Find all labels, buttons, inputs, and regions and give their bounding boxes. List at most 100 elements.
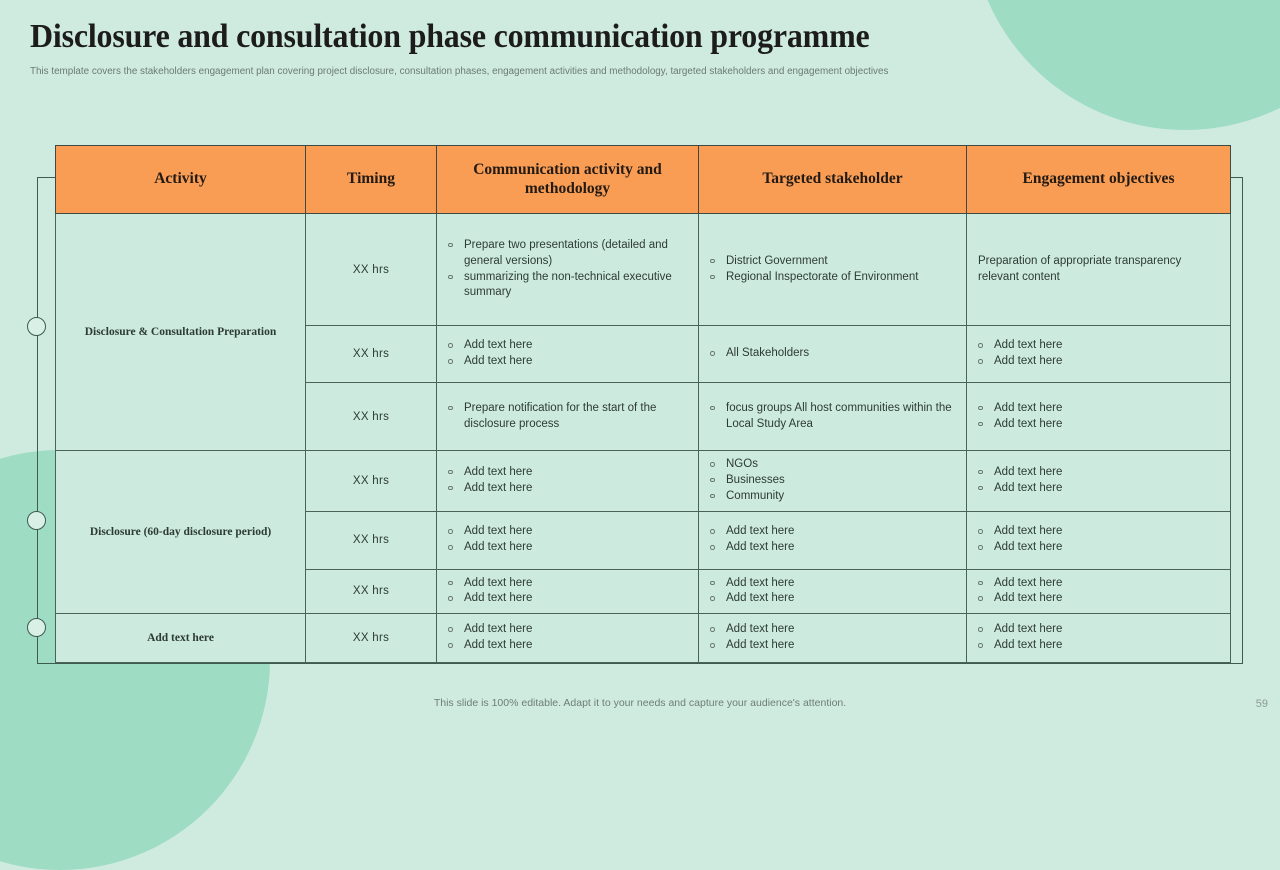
footer-note: This slide is 100% editable. Adapt it to… — [433, 697, 847, 709]
communication-programme-table: Activity Timing Communication activity a… — [55, 145, 1231, 664]
stakeholder-cell: Add text here Add text here — [698, 613, 967, 664]
timeline-node-3 — [27, 618, 46, 637]
list-item: Add text here — [707, 622, 958, 638]
list-item: Add text here — [975, 524, 1222, 540]
list-item: Add text here — [975, 622, 1222, 638]
plan-table-container: Activity Timing Communication activity a… — [55, 145, 1231, 664]
objectives-cell: Add text here Add text here — [966, 510, 1231, 570]
list-item: Preparation of appropriate transparency … — [978, 254, 1182, 283]
communication-cell: Add text here Add text here — [436, 613, 699, 664]
communication-list: Add text here Add text here — [445, 622, 690, 654]
list-item: Add text here — [445, 591, 690, 607]
list-item: Add text here — [975, 338, 1222, 354]
list-item: NGOs — [707, 457, 958, 473]
list-item: summarizing the non-technical executive … — [445, 270, 690, 302]
page-number: 59 — [1255, 698, 1268, 710]
stakeholder-list: focus groups All host communities within… — [707, 401, 958, 433]
table-row: XX hrs Prepare notification for the start… — [56, 382, 1231, 451]
objectives-cell: Add text here Add text here — [966, 450, 1231, 512]
table-row: Disclosure (60-day disclosure period) XX … — [55, 449, 1231, 615]
objectives-cell: Add text here Add text here — [966, 382, 1231, 451]
timeline-node-1 — [27, 317, 46, 336]
list-item: Add text here — [445, 354, 690, 370]
timeline-node-2 — [27, 511, 46, 530]
list-item: Add text here — [707, 540, 958, 556]
communication-cell: Add text here Add text here — [436, 450, 699, 512]
objectives-cell: Add text here Add text here — [966, 568, 1231, 615]
table-row: Add text here XX hrs Add text here Add text… — [55, 613, 1231, 664]
list-item: Businesses — [707, 473, 958, 489]
stakeholder-cell: NGOs Businesses Community — [698, 450, 967, 512]
communication-list: Add text here Add text here — [445, 524, 690, 556]
list-item: Add text here — [975, 576, 1222, 592]
list-item: Add text here — [445, 481, 690, 497]
table-row: Disclosure & Consultation Preparation XX … — [55, 213, 1231, 451]
timing-cell: XX hrs — [305, 382, 437, 451]
column-header-communication: Communication activity and methodology — [436, 145, 699, 214]
communication-list: Add text here Add text here — [445, 338, 690, 370]
activity-cell: Disclosure & Consultation Preparation — [55, 213, 306, 451]
table-header-row: Activity Timing Communication activity a… — [55, 145, 1231, 214]
communication-cell: Add text here Add text here — [436, 510, 699, 570]
table-row: XX hrs Add text here Add text here All Stak… — [56, 325, 1231, 383]
activity-cell: Disclosure (60-day disclosure period) — [55, 449, 306, 615]
timing-cell: XX hrs — [305, 568, 437, 615]
list-item: Add text here — [975, 540, 1222, 556]
list-item: Add text here — [707, 591, 958, 607]
list-item: Add text here — [445, 465, 690, 481]
list-item: Add text here — [445, 524, 690, 540]
list-item: District Government — [707, 254, 958, 270]
decorative-circle-top-right — [970, 0, 1280, 130]
column-header-timing: Timing — [305, 145, 437, 214]
stakeholder-list: NGOs Businesses Community — [707, 457, 958, 505]
communication-list: Prepare notification for the start of th… — [445, 401, 690, 433]
list-item: Add text here — [445, 622, 690, 638]
stakeholder-list: All Stakeholders — [707, 346, 958, 362]
communication-cell: Add text here Add text here — [436, 568, 699, 615]
objectives-cell: Preparation of appropriate transparency … — [966, 213, 1231, 326]
page-title: Disclosure and consultation phase commun… — [30, 18, 870, 55]
list-item: Regional Inspectorate of Environment — [707, 270, 958, 286]
communication-list: Add text here Add text here — [445, 576, 690, 608]
communication-cell: Add text here Add text here — [436, 325, 699, 383]
stakeholder-cell: focus groups All host communities within… — [698, 382, 967, 451]
objectives-list: Add text here Add text here — [975, 576, 1222, 608]
objectives-list: Add text here Add text here — [975, 524, 1222, 556]
objectives-list: Add text here Add text here — [975, 465, 1222, 497]
stakeholder-list: Add text here Add text here — [707, 622, 958, 654]
list-item: All Stakeholders — [707, 346, 958, 362]
list-item: Community — [707, 489, 958, 505]
table-row: XX hrs Add text here Add text here Add text… — [56, 510, 1231, 570]
stakeholder-list: Add text here Add text here — [707, 524, 958, 556]
list-item: Add text here — [975, 481, 1222, 497]
communication-list: Add text here Add text here — [445, 465, 690, 497]
list-item: Add text here — [445, 638, 690, 654]
stakeholder-cell: All Stakeholders — [698, 325, 967, 383]
objectives-list: Add text here Add text here — [975, 338, 1222, 370]
timing-cell: XX hrs — [305, 213, 437, 326]
communication-list: Prepare two presentations (detailed and … — [445, 238, 690, 301]
stakeholder-cell: District Government Regional Inspectorate… — [698, 213, 967, 326]
list-item: Add text here — [975, 401, 1222, 417]
stakeholder-list: Add text here Add text here — [707, 576, 958, 608]
list-item: Add text here — [975, 354, 1222, 370]
list-item: Add text here — [975, 417, 1222, 433]
list-item: Add text here — [445, 540, 690, 556]
list-item: Add text here — [707, 638, 958, 654]
table-body: Disclosure & Consultation Preparation XX … — [55, 213, 1231, 664]
stakeholder-cell: Add text here Add text here — [698, 568, 967, 615]
timing-cell: XX hrs — [305, 325, 437, 383]
objectives-list: Add text here Add text here — [975, 622, 1222, 654]
list-item: Prepare two presentations (detailed and … — [445, 238, 690, 270]
list-item: Add text here — [975, 638, 1222, 654]
list-item: Add text here — [707, 524, 958, 540]
stakeholder-cell: Add text here Add text here — [698, 510, 967, 570]
communication-cell: Prepare two presentations (detailed and … — [436, 213, 699, 326]
list-item: Add text here — [445, 576, 690, 592]
list-item: Add text here — [975, 591, 1222, 607]
stakeholder-list: District Government Regional Inspectorate… — [707, 254, 958, 286]
list-item: Add text here — [707, 576, 958, 592]
column-header-objectives: Engagement objectives — [966, 145, 1231, 214]
list-item: focus groups All host communities within… — [707, 401, 958, 433]
page-subtitle: This template covers the stakeholders en… — [30, 66, 889, 77]
